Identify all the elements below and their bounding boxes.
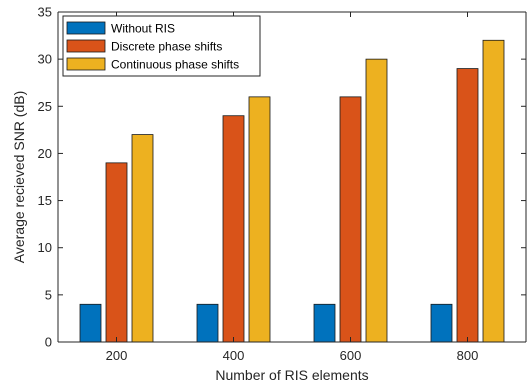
legend-label-2: Discrete phase shifts <box>111 40 222 54</box>
y-tick-label: 35 <box>38 5 52 20</box>
y-tick-label: 20 <box>38 146 52 161</box>
y-axis-label: Average recieved SNR (dB) <box>11 91 27 263</box>
x-tick-label: 400 <box>223 348 245 363</box>
legend: Without RIS Discrete phase shifts Continuo… <box>62 15 261 77</box>
bar-200-series-3 <box>131 134 154 343</box>
legend-label-3: Continuous phase shifts <box>111 58 239 72</box>
y-tick-label: 10 <box>38 240 52 255</box>
legend-label-1: Without RIS <box>111 22 175 36</box>
bar-200-series-2 <box>105 162 128 343</box>
bar-600-series-3 <box>365 58 388 343</box>
y-tick-label: 15 <box>38 193 52 208</box>
bar-400-series-1 <box>196 303 219 343</box>
bar-600-series-1 <box>313 303 336 343</box>
bar-800-series-1 <box>430 303 453 343</box>
y-tick-label: 30 <box>38 52 52 67</box>
bar-200-series-1 <box>79 303 102 343</box>
x-axis-label: Number of RIS elements <box>215 367 368 383</box>
legend-swatch-3 <box>66 57 106 71</box>
axes-group <box>57 11 527 343</box>
bar-600-series-2 <box>339 96 362 343</box>
bar-400-series-2 <box>222 115 245 343</box>
x-tick-label: 800 <box>457 348 479 363</box>
bar-800-series-3 <box>482 39 505 343</box>
legend-swatch-2 <box>66 39 106 53</box>
bar-400-series-3 <box>248 96 271 343</box>
bar-800-series-2 <box>456 68 479 343</box>
y-tick-label: 5 <box>45 287 52 302</box>
ticks-group: 0 5 10 15 20 25 30 35 200 400 600 800 <box>38 5 526 363</box>
y-tick-label: 0 <box>45 335 52 350</box>
legend-swatch-1 <box>66 21 106 35</box>
x-tick-label: 200 <box>106 348 128 363</box>
y-tick-label: 25 <box>38 99 52 114</box>
x-tick-label: 600 <box>340 348 362 363</box>
